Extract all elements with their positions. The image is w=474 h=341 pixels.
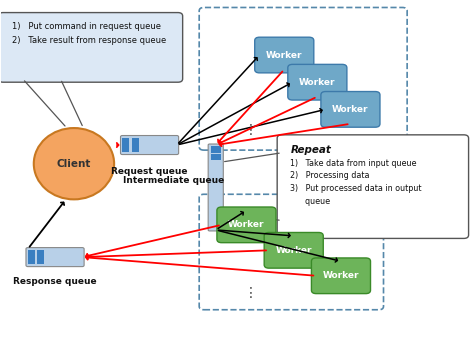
FancyBboxPatch shape <box>122 138 129 152</box>
FancyBboxPatch shape <box>132 138 139 152</box>
Text: Intermediate queue: Intermediate queue <box>123 176 224 185</box>
Text: Worker: Worker <box>266 50 302 60</box>
Text: Client: Client <box>57 159 91 169</box>
FancyBboxPatch shape <box>321 91 380 127</box>
Text: Worker: Worker <box>228 220 264 229</box>
FancyBboxPatch shape <box>120 135 179 154</box>
FancyBboxPatch shape <box>210 154 221 161</box>
Text: Response queue: Response queue <box>13 277 97 286</box>
FancyBboxPatch shape <box>208 144 223 231</box>
FancyBboxPatch shape <box>264 233 323 268</box>
FancyBboxPatch shape <box>311 258 371 294</box>
Text: Repeat: Repeat <box>291 145 331 155</box>
Text: 1)   Put command in request queue
2)   Take result from response queue: 1) Put command in request queue 2) Take … <box>11 22 166 45</box>
Text: Worker: Worker <box>275 246 312 255</box>
FancyBboxPatch shape <box>28 250 35 264</box>
FancyBboxPatch shape <box>217 207 276 243</box>
Text: Worker: Worker <box>299 78 336 87</box>
FancyBboxPatch shape <box>0 13 182 82</box>
Text: Worker: Worker <box>323 271 359 280</box>
FancyBboxPatch shape <box>255 37 314 73</box>
Text: ⋮: ⋮ <box>244 123 258 137</box>
FancyBboxPatch shape <box>210 146 221 153</box>
FancyBboxPatch shape <box>37 250 45 264</box>
Text: Worker: Worker <box>332 105 369 114</box>
FancyBboxPatch shape <box>277 135 469 238</box>
Ellipse shape <box>34 128 114 199</box>
FancyBboxPatch shape <box>288 64 347 100</box>
Text: Request queue: Request queue <box>111 167 188 176</box>
Text: 1)   Take data from input queue
2)   Processing data
3)   Put processed data in : 1) Take data from input queue 2) Process… <box>291 159 422 206</box>
Text: ⋮: ⋮ <box>244 286 258 300</box>
FancyBboxPatch shape <box>26 248 84 267</box>
